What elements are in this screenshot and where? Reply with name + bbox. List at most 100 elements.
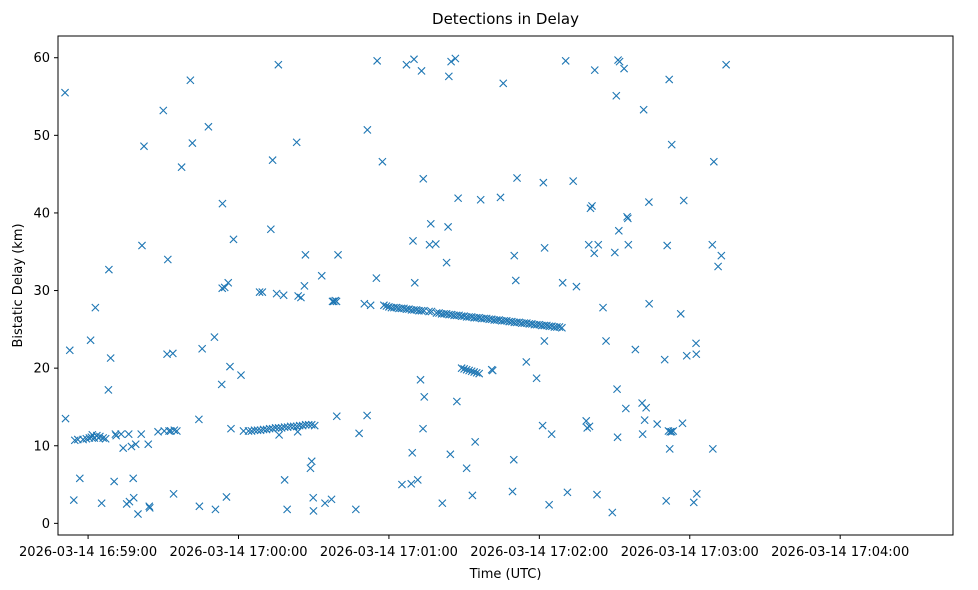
detection-point [301, 250, 310, 259]
detection-point [296, 293, 305, 302]
detection-point [70, 436, 79, 445]
detection-point [91, 303, 100, 312]
y-tick-label: 50 [33, 129, 50, 144]
y-tick-label: 60 [33, 51, 50, 66]
detection-point [334, 250, 343, 259]
detection-point [198, 344, 207, 353]
x-tick-label: 2026-03-14 17:01:00 [320, 545, 458, 560]
detection-point [410, 278, 419, 287]
y-tick-label: 30 [33, 284, 50, 299]
detection-point [186, 76, 195, 85]
detection-point [255, 288, 264, 297]
detection-point [714, 262, 723, 271]
y-tick-label: 20 [33, 362, 50, 377]
detection-point [268, 156, 277, 165]
detection-point [590, 66, 599, 75]
detection-point [300, 281, 309, 290]
detection-point [275, 430, 284, 439]
detection-point [663, 241, 672, 250]
detection-point [86, 336, 95, 345]
detection-point [172, 427, 181, 435]
detection-point [678, 419, 687, 428]
detection-point [662, 496, 671, 505]
detection-point [372, 274, 381, 283]
detection-point [378, 157, 387, 166]
detection-point [692, 339, 701, 348]
detection-point [286, 422, 295, 431]
detection-point [511, 276, 520, 285]
detection-point [442, 258, 451, 267]
detection-point [722, 60, 731, 69]
detection-point [444, 222, 453, 231]
detection-point [717, 251, 726, 260]
detection-point [307, 457, 316, 466]
detection-point [666, 427, 675, 436]
detection-point [363, 125, 372, 134]
detection-point [454, 194, 463, 203]
detection-point [110, 477, 119, 486]
detection-point [309, 506, 318, 515]
detection-point [224, 278, 233, 287]
detection-point [644, 198, 653, 207]
detection-point [496, 193, 505, 202]
detection-point [104, 385, 113, 394]
detection-point [692, 489, 701, 498]
detection-point [145, 502, 154, 511]
detection-point [676, 309, 685, 318]
detection-point [188, 139, 197, 148]
detection-point [409, 236, 417, 245]
detection-point [104, 265, 113, 274]
detection-point [159, 106, 168, 115]
detection-point [640, 416, 649, 425]
detection-point [599, 303, 608, 312]
detection-point [457, 364, 466, 373]
detection-point [631, 345, 640, 354]
detection-point [513, 174, 522, 183]
detection-point [708, 444, 717, 453]
detection-point [645, 299, 654, 308]
detection-point [226, 424, 235, 433]
detection-point [408, 448, 417, 457]
detection-point [452, 397, 461, 406]
detection-point [99, 434, 108, 442]
detection-point [709, 157, 718, 166]
detection-point [97, 499, 106, 508]
detection-point [301, 420, 310, 429]
detection-point [307, 420, 316, 429]
detection-point [510, 251, 519, 260]
y-axis: 0 10 20 30 40 50 60 [33, 51, 58, 532]
detection-point [317, 271, 326, 280]
detection-point [561, 56, 570, 65]
x-tick-label: 2026-03-14 16:59:00 [19, 545, 157, 560]
detection-point [194, 415, 203, 424]
detection-point [467, 367, 476, 376]
y-axis-label: Bistatic Delay (km) [11, 223, 26, 347]
detection-point [382, 302, 391, 311]
detection-point [613, 385, 622, 394]
detection-point [471, 437, 480, 446]
detection-point [639, 105, 648, 114]
detection-point [682, 351, 691, 360]
detection-point [75, 474, 84, 483]
detection-point [555, 323, 564, 332]
detection-point [689, 498, 698, 507]
plot-frame [57, 35, 954, 536]
detection-point [465, 366, 474, 375]
detection-point [309, 493, 318, 502]
detection-point [468, 491, 477, 500]
detection-point [271, 423, 280, 432]
chart-title: Detections in Delay [432, 10, 579, 28]
detection-point [438, 499, 447, 508]
detection-point [416, 375, 425, 384]
detection-point [417, 306, 426, 315]
detection-point [476, 195, 485, 204]
detection-point [470, 368, 479, 377]
detection-point [462, 365, 471, 374]
detection-point [708, 240, 717, 249]
detection-point [413, 475, 422, 484]
detection-point [127, 442, 136, 451]
detection-point [472, 368, 481, 377]
detection-point [306, 464, 315, 473]
detection-point [112, 431, 121, 440]
detection-point [111, 430, 120, 439]
